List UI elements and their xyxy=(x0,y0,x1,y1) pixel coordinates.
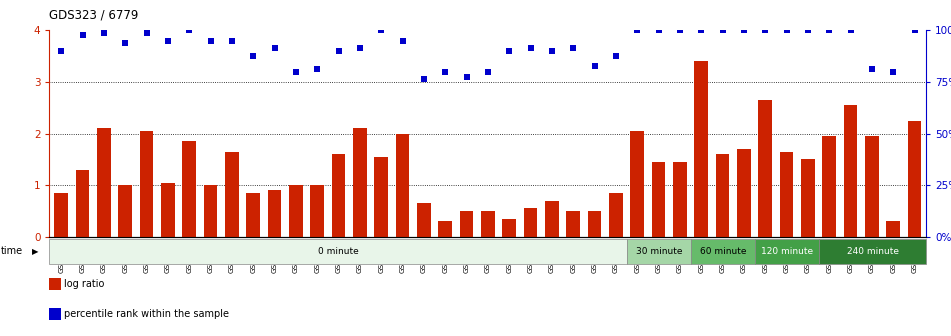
Bar xyxy=(246,193,261,237)
Point xyxy=(587,64,602,69)
Point xyxy=(417,77,432,82)
Bar xyxy=(694,61,708,237)
Point xyxy=(843,28,858,33)
Bar xyxy=(865,136,879,237)
Point xyxy=(650,28,666,33)
Bar xyxy=(118,185,132,237)
Bar xyxy=(502,219,516,237)
Bar xyxy=(54,193,68,237)
Point xyxy=(331,48,346,54)
Point xyxy=(374,28,389,33)
Point xyxy=(161,38,176,43)
Bar xyxy=(886,221,901,237)
Bar xyxy=(566,211,580,237)
Bar xyxy=(49,239,627,264)
Bar xyxy=(481,211,495,237)
Bar xyxy=(673,162,687,237)
Point xyxy=(288,69,303,74)
Bar xyxy=(75,170,89,237)
Bar xyxy=(353,128,367,237)
Point xyxy=(96,30,111,36)
Bar xyxy=(907,121,922,237)
Point xyxy=(118,40,133,46)
Bar xyxy=(651,162,666,237)
Text: 240 minute: 240 minute xyxy=(846,247,899,256)
Bar xyxy=(289,185,302,237)
Bar xyxy=(161,183,175,237)
Text: GDS323 / 6779: GDS323 / 6779 xyxy=(49,8,139,22)
Bar xyxy=(97,128,110,237)
Point xyxy=(310,66,325,72)
Point xyxy=(693,28,708,33)
Bar xyxy=(225,152,239,237)
Bar xyxy=(545,201,559,237)
Bar xyxy=(823,136,836,237)
Bar xyxy=(267,191,281,237)
Point xyxy=(352,46,367,51)
Bar xyxy=(310,185,324,237)
Point xyxy=(224,38,240,43)
Point xyxy=(779,28,794,33)
Point xyxy=(182,28,197,33)
Text: 0 minute: 0 minute xyxy=(318,247,359,256)
Point xyxy=(523,46,538,51)
Point xyxy=(75,33,90,38)
Text: 120 minute: 120 minute xyxy=(761,247,813,256)
Text: log ratio: log ratio xyxy=(64,279,104,289)
Point xyxy=(245,53,261,59)
Bar xyxy=(204,185,218,237)
Point xyxy=(715,28,730,33)
Bar xyxy=(844,105,858,237)
Bar xyxy=(375,157,388,237)
Point xyxy=(864,66,880,72)
Point xyxy=(566,46,581,51)
Bar xyxy=(438,221,452,237)
Point xyxy=(822,28,837,33)
Bar xyxy=(609,193,623,237)
Bar xyxy=(691,239,755,264)
Point xyxy=(544,48,559,54)
Point xyxy=(395,38,410,43)
Bar xyxy=(820,239,926,264)
Point xyxy=(758,28,773,33)
Bar xyxy=(417,203,431,237)
Bar xyxy=(755,239,820,264)
Point xyxy=(907,28,922,33)
Bar xyxy=(715,154,729,237)
Point xyxy=(459,74,475,79)
Bar xyxy=(396,134,410,237)
Bar xyxy=(758,100,772,237)
Text: percentile rank within the sample: percentile rank within the sample xyxy=(64,309,229,319)
Bar xyxy=(627,239,691,264)
Point xyxy=(885,69,901,74)
Bar xyxy=(737,149,750,237)
Point xyxy=(609,53,624,59)
Point xyxy=(800,28,815,33)
Point xyxy=(53,48,68,54)
Text: time: time xyxy=(1,246,23,256)
Point xyxy=(267,46,282,51)
Bar xyxy=(780,152,793,237)
Point xyxy=(203,38,218,43)
Point xyxy=(480,69,495,74)
Point xyxy=(139,30,154,36)
Point xyxy=(630,28,645,33)
Bar xyxy=(588,211,601,237)
Text: 60 minute: 60 minute xyxy=(700,247,747,256)
Bar xyxy=(631,131,644,237)
Point xyxy=(672,28,688,33)
Bar xyxy=(183,141,196,237)
Point xyxy=(736,28,751,33)
Bar xyxy=(801,159,815,237)
Bar xyxy=(140,131,153,237)
Bar xyxy=(332,154,345,237)
Bar xyxy=(524,208,537,237)
Point xyxy=(501,48,516,54)
Point xyxy=(437,69,453,74)
Bar xyxy=(459,211,474,237)
Text: 30 minute: 30 minute xyxy=(635,247,682,256)
Text: ▶: ▶ xyxy=(32,247,39,256)
